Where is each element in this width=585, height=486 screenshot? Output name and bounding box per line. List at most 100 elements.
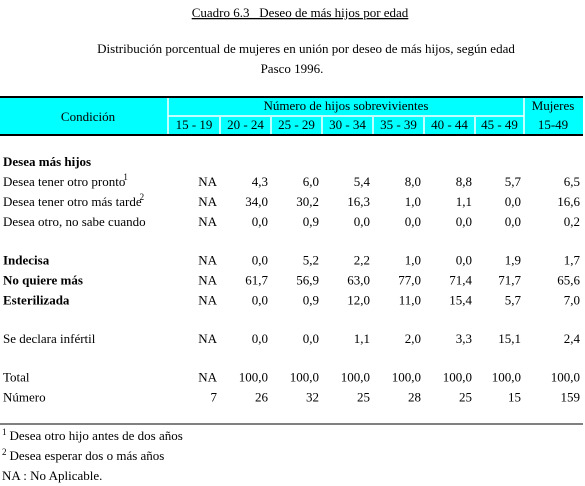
cell-value: 7,0 xyxy=(564,292,580,307)
cell-value: NA xyxy=(198,369,217,384)
row-label: Desea tener otro más tarde xyxy=(3,194,142,209)
cell-value: 8,0 xyxy=(405,174,421,189)
cell-value: 0,0 xyxy=(505,214,521,229)
cell-value: 5,2 xyxy=(303,252,319,267)
cell-value: 5,4 xyxy=(354,174,371,189)
cell-value: 100,0 xyxy=(239,369,268,384)
subtitle: Pasco 1996. xyxy=(261,61,324,76)
cell-value: 12,0 xyxy=(347,292,370,307)
column-header: 45 - 49 xyxy=(481,117,518,132)
cell-value: 34,0 xyxy=(245,194,268,209)
row-label: Desea más hijos xyxy=(3,154,91,169)
cell-value: 30,2 xyxy=(296,194,319,209)
column-header: 15-49 xyxy=(538,117,568,132)
cell-value: 0,0 xyxy=(252,292,268,307)
column-header: 35 - 39 xyxy=(380,117,417,132)
cell-value: NA xyxy=(198,194,217,209)
cell-value: NA xyxy=(198,252,217,267)
cell-value: 1,9 xyxy=(505,252,521,267)
subtitle: Distribución porcentual de mujeres en un… xyxy=(97,41,515,56)
cell-value: 25 xyxy=(459,389,472,404)
cell-value: 65,6 xyxy=(557,272,580,287)
cell-value: 3,3 xyxy=(456,331,472,346)
row-label: Se declara infértil xyxy=(3,331,96,346)
footnote-mark: 1 xyxy=(2,427,7,437)
cell-value: 26 xyxy=(255,389,269,404)
cell-value: 1,0 xyxy=(405,252,421,267)
footnote-mark: 2 xyxy=(140,192,145,202)
row-label: Esterilizada xyxy=(3,292,70,307)
cell-value: 0,2 xyxy=(564,214,580,229)
cell-value: 28 xyxy=(408,389,421,404)
cell-value: 15,4 xyxy=(449,292,472,307)
cell-value: NA xyxy=(198,272,217,287)
cell-value: 2,2 xyxy=(354,252,370,267)
column-header: Número de hijos sobrevivientes xyxy=(264,98,429,113)
cell-value: 32 xyxy=(306,389,319,404)
cell-value: NA xyxy=(198,292,217,307)
cell-value: 1,1 xyxy=(456,194,472,209)
footnote: Desea esperar dos o más años xyxy=(10,448,165,463)
cell-value: 1,0 xyxy=(405,194,421,209)
cell-value: 4,3 xyxy=(252,174,268,189)
column-header: Mujeres xyxy=(532,98,575,113)
cell-value: 100,0 xyxy=(443,369,472,384)
column-header: 15 - 19 xyxy=(176,117,213,132)
cell-value: 63,0 xyxy=(347,272,370,287)
row-label: Número xyxy=(3,389,46,404)
cell-value: 8,8 xyxy=(456,174,472,189)
cell-value: 71,4 xyxy=(449,272,472,287)
cell-value: 0,0 xyxy=(252,214,268,229)
cell-value: 100,0 xyxy=(290,369,319,384)
footnote-mark: 1 xyxy=(123,172,128,182)
cell-value: 16,6 xyxy=(557,194,580,209)
cell-value: 6,5 xyxy=(564,174,580,189)
row-label: Total xyxy=(3,369,30,384)
row-label: Desea tener otro pronto xyxy=(3,174,125,189)
column-header: 20 - 24 xyxy=(227,117,264,132)
column-header: 40 - 44 xyxy=(431,117,468,132)
row-label: Desea otro, no sabe cuando xyxy=(3,214,146,229)
cell-value: 1,1 xyxy=(354,331,370,346)
cell-value: 0,0 xyxy=(505,194,521,209)
cell-value: 16,3 xyxy=(347,194,370,209)
cell-value: 7 xyxy=(211,389,218,404)
cell-value: 0,0 xyxy=(303,331,319,346)
cell-value: 15,1 xyxy=(498,331,521,346)
cell-value: 0,0 xyxy=(456,252,472,267)
row-label: Indecisa xyxy=(3,252,50,267)
column-header: Condición xyxy=(61,109,116,124)
cell-value: 15 xyxy=(508,389,521,404)
title: Cuadro 6.3 Deseo de más hijos por edad xyxy=(192,5,409,20)
cell-value: 25 xyxy=(357,389,370,404)
cell-value: NA xyxy=(198,331,217,346)
cell-value: 6,0 xyxy=(303,174,319,189)
cell-value: 100,0 xyxy=(492,369,521,384)
cell-value: 0,0 xyxy=(456,214,472,229)
cell-value: 11,0 xyxy=(399,292,421,307)
cell-value: 0,0 xyxy=(252,331,268,346)
cell-value: 5,7 xyxy=(505,174,522,189)
column-header: 30 - 34 xyxy=(329,117,366,132)
cell-value: 0,0 xyxy=(252,252,268,267)
footnote-mark: 2 xyxy=(2,447,7,457)
cell-value: 5,7 xyxy=(505,292,522,307)
footnote: Desea otro hijo antes de dos años xyxy=(10,428,183,443)
cell-value: 56,9 xyxy=(296,272,319,287)
cell-value: 2,0 xyxy=(405,331,421,346)
cell-value: 159 xyxy=(561,389,581,404)
cell-value: 2,4 xyxy=(564,331,581,346)
cell-value: 77,0 xyxy=(398,272,421,287)
cell-value: 0,0 xyxy=(405,214,421,229)
cell-value: 71,7 xyxy=(498,272,521,287)
cell-value: 0,9 xyxy=(303,292,319,307)
cell-value: 100,0 xyxy=(392,369,421,384)
cell-value: 1,7 xyxy=(564,252,581,267)
footnote: NA : No Aplicable. xyxy=(2,468,102,483)
cell-value: 61,7 xyxy=(245,272,268,287)
row-label: No quiere más xyxy=(3,272,83,287)
cell-value: 100,0 xyxy=(341,369,370,384)
cell-value: 0,9 xyxy=(303,214,319,229)
cell-value: 0,0 xyxy=(354,214,370,229)
